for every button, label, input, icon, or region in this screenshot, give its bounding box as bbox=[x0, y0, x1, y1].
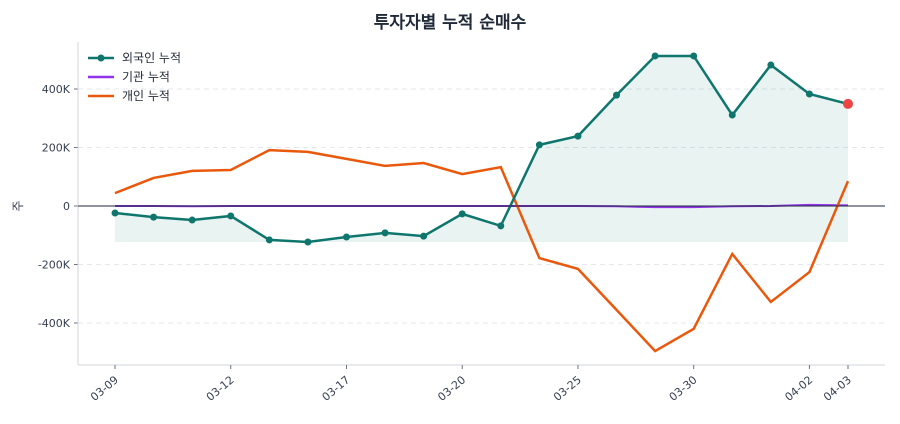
x-tick-label: 04-03 bbox=[821, 373, 854, 404]
data-point bbox=[342, 233, 350, 241]
x-tick-label: 03-12 bbox=[204, 373, 237, 404]
data-point bbox=[613, 91, 621, 99]
data-point bbox=[690, 52, 698, 60]
x-tick-label: 03-30 bbox=[667, 373, 700, 404]
foreign-area-fill bbox=[115, 55, 848, 242]
chart-title: 투자자별 누적 순매수 bbox=[374, 13, 527, 33]
legend-marker bbox=[97, 54, 105, 62]
data-point bbox=[535, 141, 543, 149]
x-tick-label: 03-25 bbox=[551, 373, 584, 404]
data-point bbox=[150, 213, 158, 221]
data-point bbox=[381, 229, 389, 237]
last-point-marker bbox=[843, 98, 853, 109]
x-tick-label: 04-02 bbox=[783, 373, 816, 404]
data-point bbox=[574, 132, 582, 140]
data-point bbox=[651, 52, 659, 60]
series-line-2 bbox=[114, 148, 850, 353]
legend-label: 기관 누적 bbox=[122, 70, 170, 84]
x-tick-label: 03-20 bbox=[435, 373, 468, 404]
x-tick-label: 03-17 bbox=[320, 373, 353, 404]
data-point bbox=[420, 232, 428, 240]
data-point bbox=[265, 236, 273, 244]
data-point bbox=[111, 209, 119, 217]
y-axis-label: 주 bbox=[11, 200, 25, 211]
data-point bbox=[805, 90, 813, 98]
y-tick-label: -200K bbox=[38, 259, 71, 272]
data-point bbox=[728, 111, 736, 119]
data-point bbox=[304, 238, 312, 246]
series-line-0 bbox=[114, 54, 849, 244]
y-tick-label: 200K bbox=[42, 142, 71, 155]
legend-label: 외국인 누적 bbox=[122, 51, 181, 65]
legend-label: 개인 누적 bbox=[122, 89, 170, 103]
data-point bbox=[458, 210, 466, 218]
y-tick-label: 400K bbox=[42, 83, 71, 96]
data-point bbox=[188, 216, 196, 224]
data-point bbox=[497, 222, 505, 230]
y-tick-label: 0 bbox=[63, 200, 70, 213]
data-point bbox=[227, 212, 235, 220]
data-point bbox=[767, 61, 775, 69]
x-tick-label: 03-09 bbox=[88, 373, 121, 404]
y-tick-label: -400K bbox=[38, 317, 71, 330]
